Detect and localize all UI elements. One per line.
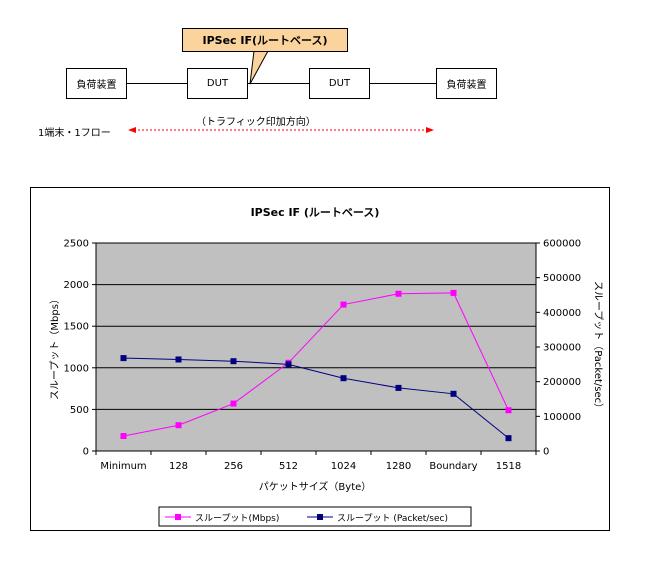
legend-marker-mbps	[175, 514, 181, 520]
y-tick-label: 1000	[64, 363, 89, 374]
series-1-point	[450, 390, 457, 397]
load-device-left-label: 負荷装置	[76, 80, 117, 91]
y-tick-label: 500	[70, 405, 89, 416]
x-axis-label: パケットサイズ（Byte）	[259, 480, 372, 493]
series-0-point	[230, 400, 237, 407]
throughput-chart: IPSec IF (ルートベース) 0 500 1000 1500 2000 2500 0…	[49, 206, 604, 527]
connection-line	[127, 83, 436, 84]
plot-area	[95, 242, 537, 452]
traffic-direction-arrow	[128, 127, 434, 133]
x-tick-label: 1518	[496, 461, 521, 472]
legend-label-pps: スループット (Packet/sec)	[337, 513, 448, 524]
series-line-0	[123, 292, 509, 437]
y-axis-label: スループット（Mbps）	[49, 294, 61, 400]
x-tick-label: 1024	[331, 461, 356, 472]
y2-tick-label: 500000	[543, 273, 581, 284]
series-1-point	[285, 361, 292, 368]
y2-tick-label: 0	[543, 447, 549, 458]
load-device-right: 負荷装置	[436, 68, 497, 99]
y-tick-label: 2000	[64, 280, 89, 291]
x-axis-ticks: Minimum 128 256 512 1024 1280 Boundary 1518	[95, 450, 537, 472]
y2-tick-label: 300000	[543, 343, 581, 354]
series-layer	[120, 289, 512, 442]
y2-axis-ticks: 0 100000 200000 300000 400000 500000 600000	[535, 239, 581, 458]
y2-tick-label: 400000	[543, 308, 581, 319]
legend-label-mbps: スループット(Mbps)	[195, 513, 279, 524]
x-tick-label: 128	[169, 461, 188, 472]
series-0-point	[450, 289, 457, 296]
load-device-right-label: 負荷装置	[446, 80, 487, 91]
dut-left: DUT	[187, 68, 248, 99]
legend: スループット(Mbps) スループット (Packet/sec)	[158, 506, 472, 527]
x-tick-label: Boundary	[429, 461, 477, 472]
x-tick-label: 512	[279, 461, 298, 472]
series-0-point	[395, 290, 402, 297]
y-tick-label: 1500	[64, 322, 89, 333]
chart-title: IPSec IF (ルートベース)	[251, 206, 380, 219]
dut-right-label: DUT	[328, 78, 351, 89]
x-tick-label: Minimum	[100, 461, 146, 472]
series-0-point	[175, 422, 182, 429]
y-axis-ticks: 0 500 1000 1500 2000 2500	[64, 239, 97, 458]
gridlines	[96, 242, 536, 410]
y2-tick-label: 200000	[543, 377, 581, 388]
series-1-point	[340, 375, 347, 382]
traffic-direction-label: （トラフィック印加方向）	[196, 117, 316, 128]
dut-right: DUT	[309, 68, 370, 99]
y-tick-label: 0	[83, 447, 89, 458]
terminal-flow-label: 1端末・1フロー	[38, 128, 111, 139]
x-tick-label: 256	[224, 461, 243, 472]
series-1-point	[120, 355, 127, 362]
ipsec-callout-label: IPSec IF(ルートベース)	[202, 34, 328, 47]
load-device-left: 負荷装置	[66, 68, 127, 99]
series-1-point	[230, 358, 237, 365]
ipsec-callout: IPSec IF(ルートベース)	[182, 28, 348, 52]
y2-tick-label: 600000	[543, 239, 581, 250]
series-0-point	[505, 407, 512, 414]
dut-left-label: DUT	[206, 78, 229, 89]
legend-marker-pps	[317, 514, 323, 520]
series-1-point	[395, 384, 402, 391]
series-1-point	[505, 435, 512, 442]
series-0-point	[340, 301, 347, 308]
y-tick-label: 2500	[64, 239, 89, 250]
series-1-point	[175, 356, 182, 363]
series-line-1	[123, 357, 509, 439]
y2-tick-label: 100000	[543, 412, 581, 423]
series-0-point	[120, 433, 127, 440]
y2-axis-label: スループット（Packet/sec）	[592, 281, 604, 413]
x-tick-label: 1280	[386, 461, 411, 472]
chart-frame: IPSec IF (ルートベース) 0 500 1000 1500 2000 2500 0…	[30, 187, 610, 531]
